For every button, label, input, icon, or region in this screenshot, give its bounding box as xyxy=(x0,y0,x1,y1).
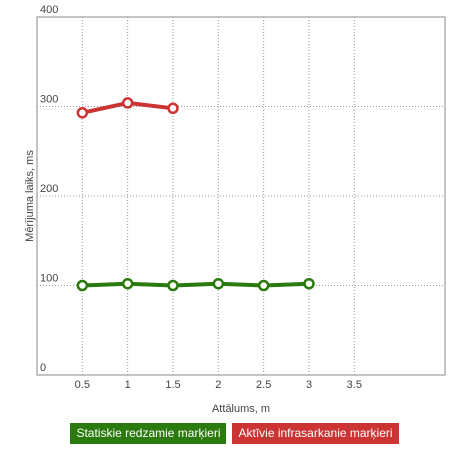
legend: Statiskie redzamie marķieri Aktīvie infr… xyxy=(0,423,469,444)
series-1 xyxy=(76,97,179,119)
y-axis-label: Mērījuma laiks, ms xyxy=(24,150,36,242)
x-axis-label: Attālums, m xyxy=(212,403,270,415)
data-point[interactable] xyxy=(167,279,179,292)
data-point[interactable] xyxy=(167,102,179,115)
x-tick-label: 0.5 xyxy=(75,379,90,391)
x-tick-label: 1.5 xyxy=(165,379,180,391)
legend-item-active[interactable]: Aktīvie infrasarkanie marķieri xyxy=(232,423,399,444)
data-series xyxy=(76,97,315,292)
y-tick-label: 200 xyxy=(40,183,58,195)
x-tick-label: 2.5 xyxy=(256,379,271,391)
series-0 xyxy=(76,277,315,292)
grid-lines xyxy=(37,17,445,375)
legend-item-static[interactable]: Statiskie redzamie marķieri xyxy=(70,423,227,444)
y-tick-label: 0 xyxy=(40,362,46,374)
data-point[interactable] xyxy=(76,279,89,292)
x-tick-labels: 0.5 1 1.5 2 2.5 3 3.5 xyxy=(75,379,362,391)
x-tick-label: 3 xyxy=(306,379,312,391)
data-point[interactable] xyxy=(121,277,134,290)
y-tick-labels: 0 100 200 300 400 xyxy=(40,4,58,374)
y-tick-label: 400 xyxy=(40,4,58,16)
y-tick-label: 100 xyxy=(40,273,58,285)
x-tick-label: 2 xyxy=(215,379,221,391)
data-point[interactable] xyxy=(212,277,225,290)
x-tick-label: 3.5 xyxy=(347,379,362,391)
series-line xyxy=(80,281,311,288)
data-point[interactable] xyxy=(257,279,270,292)
y-tick-label: 300 xyxy=(40,94,58,106)
data-point[interactable] xyxy=(76,107,89,119)
x-tick-label: 1 xyxy=(125,379,131,391)
data-point[interactable] xyxy=(303,277,315,290)
data-point[interactable] xyxy=(121,97,134,109)
